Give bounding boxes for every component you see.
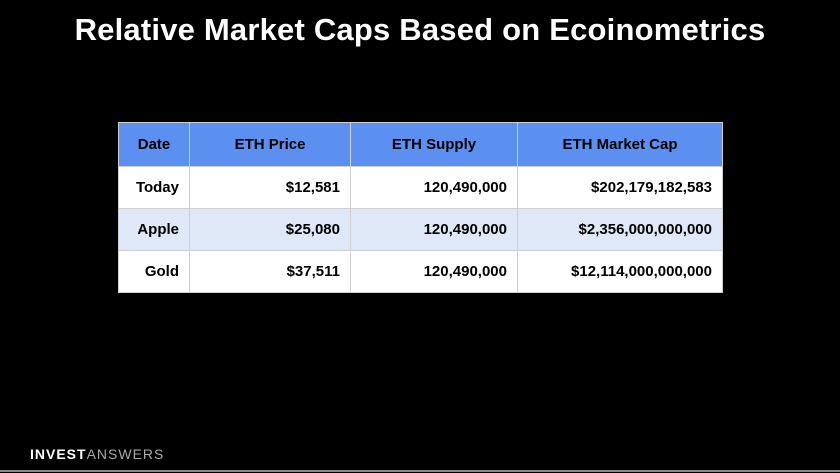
investanswers-logo: INVESTANSWERS <box>30 446 164 462</box>
column-header-eth-supply: ETH Supply <box>350 122 518 167</box>
page-title: Relative Market Caps Based on Ecoinometr… <box>74 12 766 47</box>
cell-eth-price: $25,080 <box>189 208 351 251</box>
column-header-date: Date <box>118 122 190 167</box>
cell-eth-market-cap: $2,356,000,000,000 <box>517 208 723 251</box>
cell-eth-supply: 120,490,000 <box>350 250 518 293</box>
logo-text-invest: INVEST <box>30 446 87 462</box>
market-cap-table: Date ETH Price ETH Supply ETH Market Cap… <box>118 122 723 293</box>
column-header-eth-price: ETH Price <box>189 122 351 167</box>
cell-eth-price: $12,581 <box>189 166 351 209</box>
column-header-eth-market-cap: ETH Market Cap <box>517 122 723 167</box>
table-header-row: Date ETH Price ETH Supply ETH Market Cap <box>118 122 723 167</box>
cell-date: Today <box>118 166 190 209</box>
cell-eth-market-cap: $202,179,182,583 <box>517 166 723 209</box>
market-cap-table-container: Date ETH Price ETH Supply ETH Market Cap… <box>118 122 723 293</box>
cell-eth-market-cap: $12,114,000,000,000 <box>517 250 723 293</box>
bottom-divider-line <box>0 470 840 472</box>
logo-text-answers: ANSWERS <box>86 446 165 462</box>
table-row-apple: Apple $25,080 120,490,000 $2,356,000,000… <box>118 208 723 251</box>
cell-eth-supply: 120,490,000 <box>350 166 518 209</box>
table-row-today: Today $12,581 120,490,000 $202,179,182,5… <box>118 166 723 209</box>
cell-date: Apple <box>118 208 190 251</box>
cell-date: Gold <box>118 250 190 293</box>
table-row-gold: Gold $37,511 120,490,000 $12,114,000,000… <box>118 250 723 293</box>
cell-eth-supply: 120,490,000 <box>350 208 518 251</box>
cell-eth-price: $37,511 <box>189 250 351 293</box>
